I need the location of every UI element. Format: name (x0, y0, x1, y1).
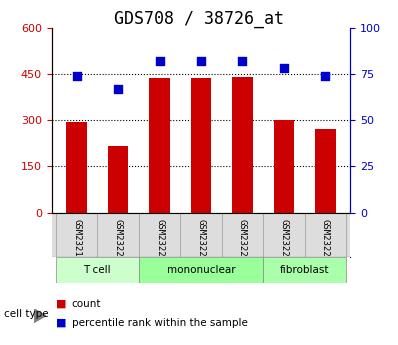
Text: mononuclear: mononuclear (167, 265, 235, 275)
Text: ■: ■ (56, 318, 66, 327)
Text: GDS708 / 38726_at: GDS708 / 38726_at (114, 10, 284, 28)
FancyBboxPatch shape (139, 257, 263, 283)
Text: count: count (72, 299, 101, 308)
Text: cell type: cell type (4, 309, 49, 319)
Text: GSM23225: GSM23225 (321, 219, 330, 262)
Text: GSM23221: GSM23221 (155, 219, 164, 262)
FancyBboxPatch shape (56, 257, 139, 283)
Polygon shape (34, 309, 46, 323)
Bar (191, 78, 211, 213)
Bar (149, 78, 170, 213)
Point (156, 58, 163, 64)
Point (74, 73, 80, 78)
Point (198, 58, 204, 64)
Text: GSM23224: GSM23224 (279, 219, 289, 262)
Text: GSM23219: GSM23219 (72, 219, 81, 262)
Text: ■: ■ (56, 299, 66, 308)
Text: T cell: T cell (84, 265, 111, 275)
Bar (315, 129, 336, 213)
Point (239, 58, 246, 64)
Bar (66, 122, 87, 213)
Point (322, 73, 329, 78)
FancyBboxPatch shape (263, 257, 346, 283)
Point (115, 86, 121, 91)
Text: percentile rank within the sample: percentile rank within the sample (72, 318, 248, 327)
Text: GSM23223: GSM23223 (238, 219, 247, 262)
Text: GSM23220: GSM23220 (113, 219, 123, 262)
Text: GSM23222: GSM23222 (197, 219, 205, 262)
Bar (273, 120, 294, 213)
Point (281, 66, 287, 71)
Bar (232, 77, 253, 213)
Bar (108, 146, 129, 213)
Text: fibroblast: fibroblast (280, 265, 330, 275)
